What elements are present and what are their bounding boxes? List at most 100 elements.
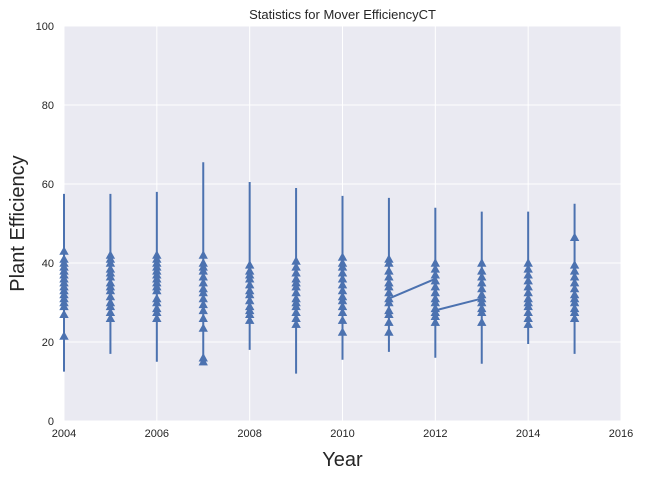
data-point-marker xyxy=(337,279,348,289)
data-point-marker xyxy=(523,313,533,323)
x-tick-label: 2010 xyxy=(330,428,354,440)
data-point-marker xyxy=(384,317,394,326)
data-point-marker xyxy=(291,268,301,277)
data-point-marker xyxy=(337,301,348,311)
data-point-marker xyxy=(523,258,533,267)
data-point-marker xyxy=(337,307,348,317)
data-point-marker xyxy=(152,250,162,259)
data-point-marker xyxy=(337,327,348,336)
data-point-marker xyxy=(105,313,116,323)
data-point-marker xyxy=(477,289,487,299)
data-point-marker xyxy=(430,264,441,273)
data-point-marker xyxy=(337,291,348,301)
data-point-marker xyxy=(59,309,69,319)
data-point-marker xyxy=(477,258,487,267)
data-point-marker xyxy=(291,273,301,283)
data-point-marker xyxy=(244,315,255,324)
data-point-marker xyxy=(244,295,255,305)
data-point-marker xyxy=(569,283,580,293)
data-point-marker xyxy=(198,258,208,267)
data-point-marker xyxy=(105,277,116,287)
data-point-marker xyxy=(569,289,580,299)
data-point-marker xyxy=(244,285,255,295)
connector-line xyxy=(388,277,436,300)
data-point-marker xyxy=(430,275,441,285)
x-tick-label: 2004 xyxy=(52,428,76,440)
x-tick-label: 2016 xyxy=(609,428,633,440)
data-point-marker xyxy=(105,307,116,317)
data-point-marker xyxy=(384,293,394,303)
data-point-marker xyxy=(477,277,487,287)
y-tick-label: 40 xyxy=(42,258,54,270)
data-point-marker xyxy=(198,305,208,315)
data-point-marker xyxy=(105,291,116,301)
y-tick-label: 80 xyxy=(42,100,54,112)
data-point-marker xyxy=(430,293,441,303)
data-point-marker xyxy=(198,352,208,362)
data-point-marker xyxy=(569,260,580,269)
data-point-marker xyxy=(198,293,208,303)
series-efficiency xyxy=(59,162,580,374)
data-point-marker xyxy=(337,273,348,283)
data-point-marker xyxy=(477,266,487,275)
data-point-marker xyxy=(59,331,69,340)
data-point-marker xyxy=(569,277,580,287)
data-point-marker xyxy=(152,313,162,323)
connector-line xyxy=(435,297,482,312)
data-point-marker xyxy=(291,293,301,303)
x-axis-label: Year xyxy=(322,449,363,471)
data-point-marker xyxy=(523,293,533,303)
data-point-marker xyxy=(384,254,394,263)
data-point-marker xyxy=(430,287,441,297)
x-tick-label: 2012 xyxy=(423,428,447,440)
data-point-marker xyxy=(430,303,441,313)
data-point-marker xyxy=(384,305,394,315)
data-point-marker xyxy=(198,299,208,309)
data-point-marker xyxy=(291,287,301,297)
data-point-marker xyxy=(105,250,116,259)
data-point-marker xyxy=(337,285,348,295)
data-point-marker xyxy=(198,313,208,323)
x-tick-label: 2014 xyxy=(516,428,540,440)
data-point-marker xyxy=(523,275,533,285)
tick-labels: 2004 2006 2008 2010 2012 2014 2016 0 20 40 60 80 100 xyxy=(36,21,634,440)
data-point-marker xyxy=(152,293,162,303)
data-point-marker xyxy=(384,277,394,287)
data-point-marker xyxy=(291,313,301,323)
data-point-marker xyxy=(198,277,208,287)
x-tick-label: 2008 xyxy=(237,428,261,440)
data-point-marker xyxy=(430,317,441,326)
data-point-marker xyxy=(523,287,533,297)
data-point-marker xyxy=(384,287,394,297)
data-point-marker xyxy=(569,232,580,241)
data-point-marker xyxy=(523,264,533,273)
data-point-marker xyxy=(569,266,580,275)
data-point-marker xyxy=(337,315,348,324)
data-point-marker xyxy=(244,266,255,275)
data-point-marker xyxy=(198,283,208,293)
data-point-marker xyxy=(244,279,255,289)
data-point-marker xyxy=(291,262,301,271)
data-point-marker xyxy=(384,271,394,281)
data-point-marker xyxy=(477,317,487,326)
data-point-marker xyxy=(152,303,162,313)
data-point-marker xyxy=(337,268,348,277)
data-point-marker xyxy=(477,283,487,293)
data-point-marker xyxy=(59,246,69,255)
data-point-marker xyxy=(430,258,441,267)
data-point-marker xyxy=(337,258,348,267)
data-point-marker xyxy=(291,307,301,317)
data-point-marker xyxy=(384,266,394,275)
y-axis-label: Plant Efficiency xyxy=(7,155,29,291)
data-point-marker xyxy=(523,270,533,279)
data-point-marker xyxy=(337,252,348,261)
data-point-marker xyxy=(198,323,208,332)
data-point-marker xyxy=(244,301,255,311)
x-tick-label: 2006 xyxy=(145,428,169,440)
data-point-marker xyxy=(384,327,394,336)
data-point-marker xyxy=(244,260,255,269)
data-point-marker xyxy=(198,271,208,281)
data-point-marker xyxy=(523,307,533,317)
data-point-marker xyxy=(105,297,116,307)
